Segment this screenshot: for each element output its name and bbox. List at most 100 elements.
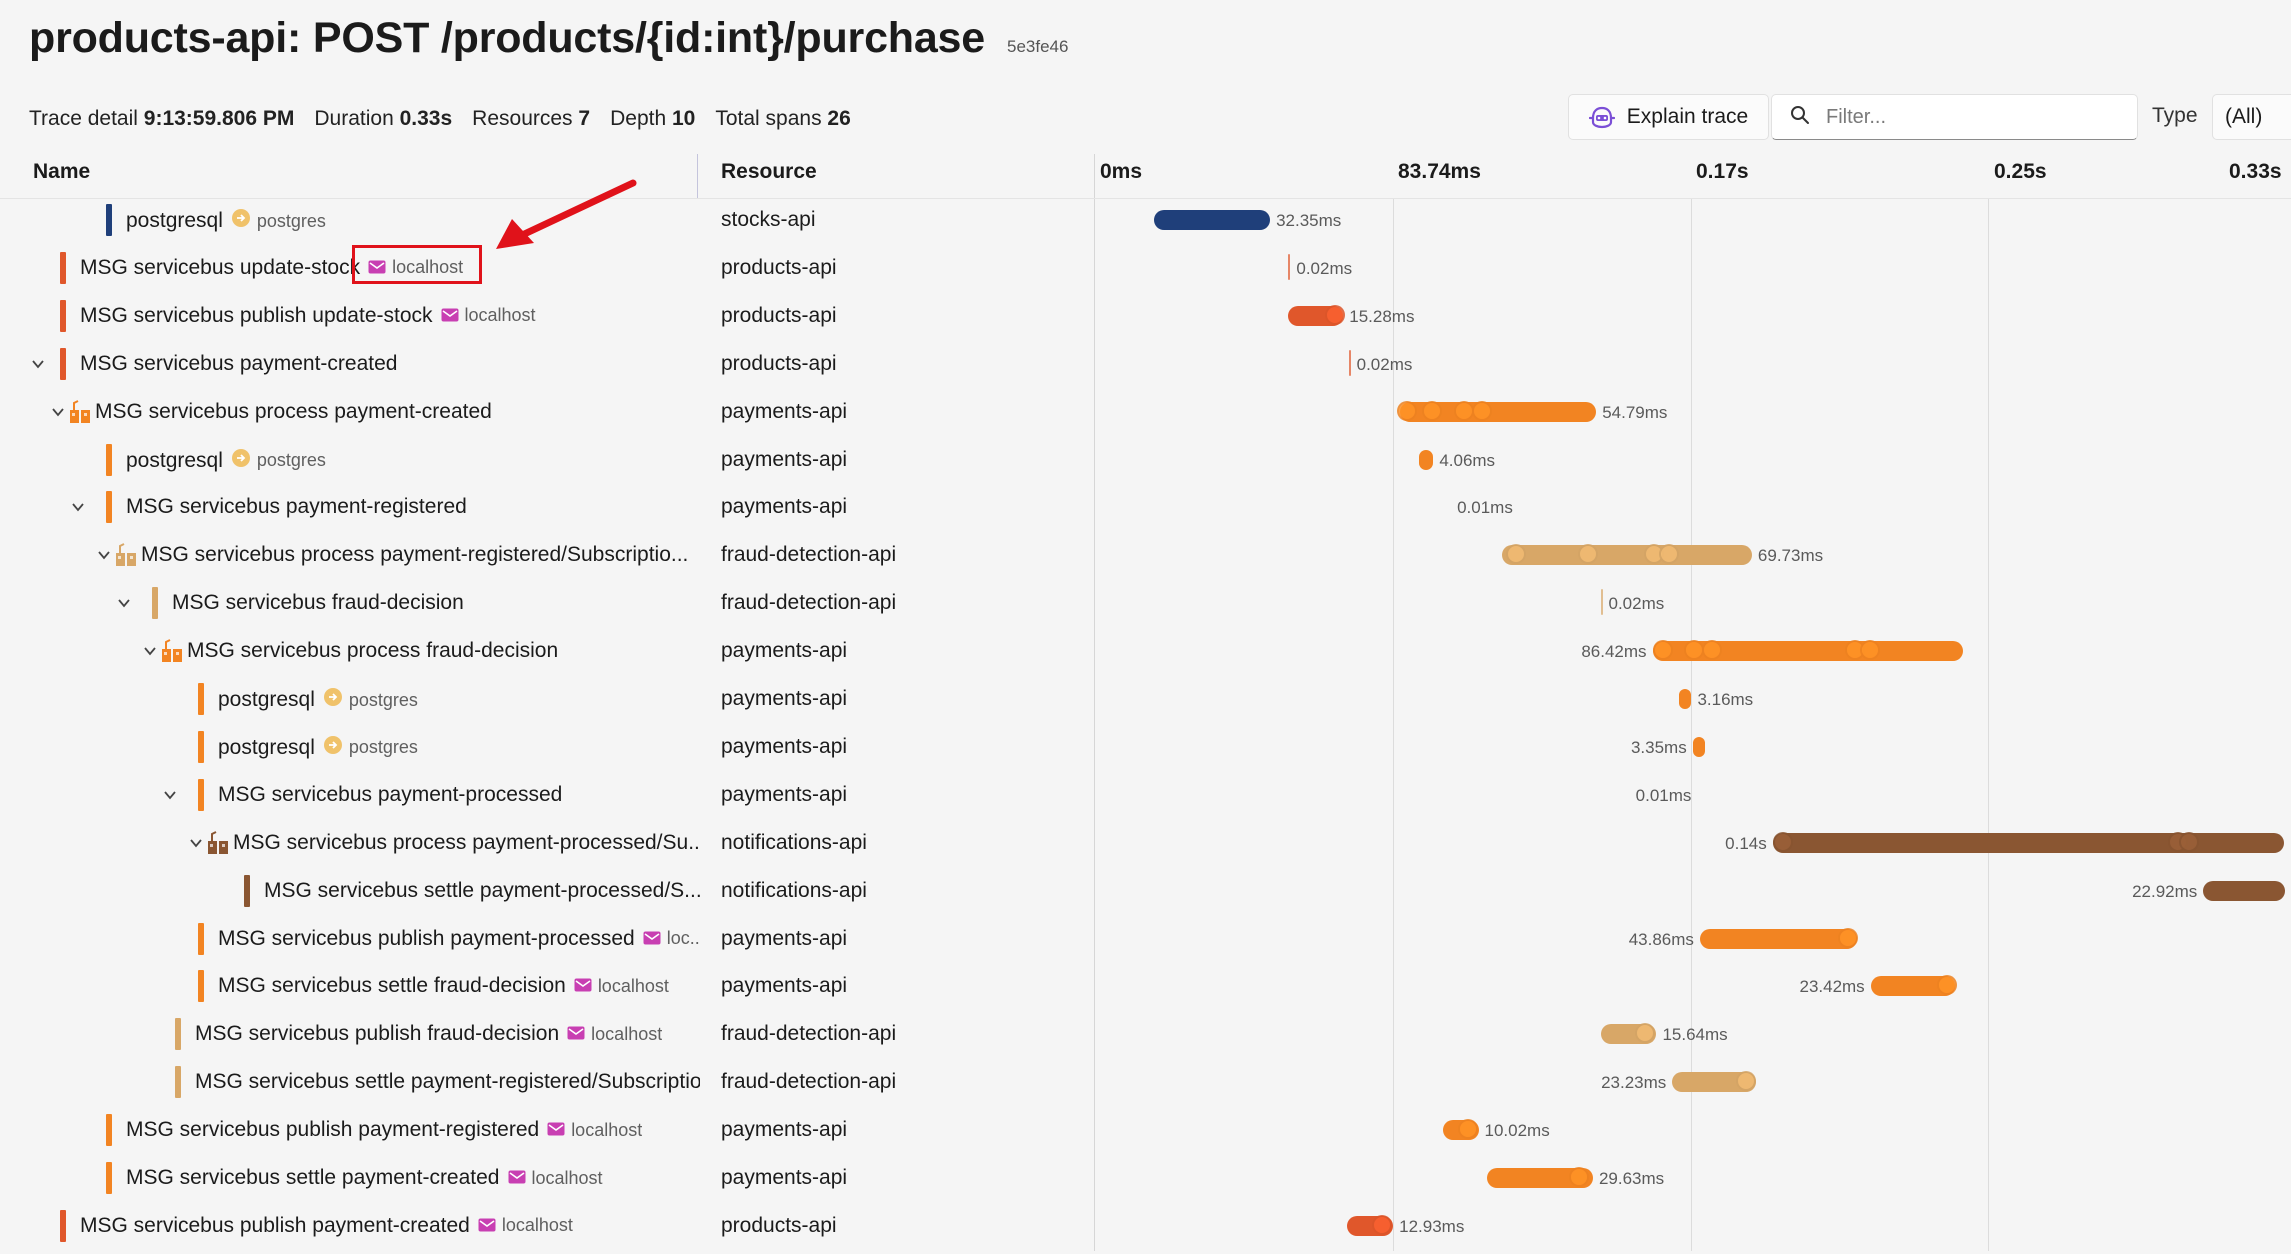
filter-input[interactable] <box>1824 104 2128 130</box>
span-name-cell: MSG servicebus settle fraud-decision loca… <box>218 974 669 998</box>
span-event-marker[interactable] <box>1653 640 1674 661</box>
span-duration-bar[interactable] <box>1399 401 1597 422</box>
span-duration-bar[interactable] <box>1672 1072 1756 1093</box>
span-kind-bar <box>106 1162 112 1194</box>
span-duration-label: 0.01ms <box>1457 498 1513 518</box>
span-name: MSG servicebus settle payment-created <box>126 1166 500 1189</box>
span-event-marker[interactable] <box>1701 640 1722 661</box>
span-event-marker[interactable] <box>1421 400 1442 421</box>
span-row[interactable]: MSG servicebus process payment-created pa… <box>0 392 2291 440</box>
span-event-marker[interactable] <box>1773 831 1794 852</box>
span-row[interactable]: MSG servicebus publish payment-processed… <box>0 919 2291 967</box>
span-duration-bar[interactable] <box>1699 928 1858 949</box>
span-event-marker[interactable] <box>1457 1119 1478 1140</box>
span-row[interactable]: MSG servicebus publish fraud-decision loc… <box>0 1014 2291 1062</box>
span-duration-bar[interactable] <box>1870 976 1955 997</box>
span-event-marker[interactable] <box>2178 831 2199 852</box>
span-row[interactable]: MSG servicebus process payment-registere… <box>0 535 2291 583</box>
chevron-down-icon[interactable] <box>70 499 86 515</box>
span-name-cell: MSG servicebus publish update-stock local… <box>80 304 536 328</box>
span-resource: fraud-detection-api <box>721 591 897 615</box>
chevron-down-icon[interactable] <box>142 643 158 659</box>
span-event-marker[interactable] <box>1936 975 1957 996</box>
process-icon <box>69 399 91 424</box>
chevron-down-icon[interactable] <box>162 787 178 803</box>
chevron-down-icon[interactable] <box>116 595 132 611</box>
peer-name: localhost <box>597 975 669 996</box>
envelope-icon <box>574 974 592 998</box>
span-event-marker[interactable] <box>1325 304 1345 325</box>
span-duration-bar[interactable] <box>1652 641 1963 662</box>
chevron-down-icon[interactable] <box>50 404 66 420</box>
span-row[interactable]: MSG servicebus payment-registered payment… <box>0 487 2291 535</box>
span-row[interactable]: postgresql postgres payments-api 4.06ms <box>0 440 2291 488</box>
span-name: MSG servicebus payment-created <box>80 351 398 375</box>
chevron-down-icon[interactable] <box>96 547 112 563</box>
chevron-down-icon[interactable] <box>188 835 204 851</box>
span-duration-bar[interactable] <box>1288 253 1291 280</box>
span-resource: payments-api <box>721 734 848 758</box>
span-duration-label: 10.02ms <box>1484 1121 1550 1141</box>
span-duration-bar[interactable] <box>1692 736 1705 757</box>
span-event-marker[interactable] <box>1568 1167 1589 1187</box>
span-resource: payments-api <box>721 782 848 806</box>
span-row[interactable]: MSG servicebus publish payment-registere… <box>0 1110 2291 1158</box>
span-kind-bar <box>106 204 112 236</box>
span-duration-bar[interactable] <box>1679 689 1692 709</box>
span-row[interactable]: MSG servicebus payment-created products-a… <box>0 344 2291 392</box>
span-row[interactable]: MSG servicebus process payment-processed… <box>0 823 2291 871</box>
span-resource: payments-api <box>721 1166 848 1189</box>
span-row[interactable]: MSG servicebus publish payment-created lo… <box>0 1206 2291 1254</box>
tick-label: 0.17s <box>1696 160 1749 183</box>
span-duration-bar[interactable] <box>2203 880 2286 901</box>
span-row[interactable]: MSG servicebus settle fraud-decision loca… <box>0 966 2291 1014</box>
span-event-marker[interactable] <box>1683 640 1704 661</box>
span-event-marker[interactable] <box>1506 544 1527 565</box>
span-row[interactable]: MSG servicebus process fraud-decision pay… <box>0 631 2291 679</box>
span-row[interactable]: MSG servicebus settle payment-registered… <box>0 1062 2291 1110</box>
span-resource: payments-api <box>721 399 848 423</box>
span-row[interactable]: MSG servicebus fraud-decision fraud-detec… <box>0 583 2291 631</box>
span-duration-bar[interactable] <box>1772 832 2284 853</box>
span-kind-bar <box>60 1209 66 1242</box>
span-row[interactable]: postgresql postgres payments-api 3.35ms <box>0 727 2291 775</box>
envelope-icon <box>547 1118 565 1142</box>
span-kind-bar <box>152 587 158 620</box>
duration-label: Duration <box>314 107 394 130</box>
span-row[interactable]: MSG servicebus update-stock localhost prod… <box>0 248 2291 296</box>
filter-box[interactable] <box>1771 94 2138 140</box>
span-event-marker[interactable] <box>1658 544 1679 565</box>
span-row[interactable]: postgresql postgres stocks-api 32.35ms <box>0 200 2291 248</box>
envelope-icon <box>478 1214 496 1238</box>
span-row[interactable]: MSG servicebus settle payment-created loc… <box>0 1158 2291 1206</box>
trace-detail-label: Trace detail <box>29 107 138 130</box>
span-event-marker[interactable] <box>1838 927 1859 948</box>
explain-trace-button[interactable]: Explain trace <box>1568 94 1769 140</box>
span-duration-bar[interactable] <box>1153 210 1271 230</box>
span-row[interactable]: MSG servicebus settle payment-processed/… <box>0 871 2291 919</box>
span-duration-bar[interactable] <box>1348 349 1351 376</box>
chevron-down-icon[interactable] <box>30 356 46 372</box>
span-event-marker[interactable] <box>1735 1071 1756 1092</box>
span-name: MSG servicebus publish update-stock <box>80 303 433 327</box>
span-row[interactable]: postgresql postgres payments-api 3.16ms <box>0 679 2291 727</box>
span-duration-bar[interactable] <box>1600 589 1603 616</box>
span-row[interactable]: MSG servicebus publish update-stock local… <box>0 296 2291 344</box>
span-duration-bar[interactable] <box>1501 545 1752 566</box>
summary-resources: Resources 7 <box>472 107 590 131</box>
span-name-cell: postgresql postgres <box>218 735 418 761</box>
span-duration-bar[interactable] <box>1418 449 1434 470</box>
span-row[interactable]: MSG servicebus payment-processed payments… <box>0 775 2291 823</box>
database-icon <box>323 735 343 761</box>
span-event-marker[interactable] <box>1371 1214 1392 1235</box>
type-select[interactable]: (All) <box>2212 94 2291 140</box>
span-event-marker[interactable] <box>1635 1023 1656 1044</box>
span-event-marker[interactable] <box>1859 640 1880 661</box>
span-duration-bar[interactable] <box>1486 1168 1593 1188</box>
span-event-marker[interactable] <box>1577 544 1598 565</box>
name-column-header[interactable]: Name <box>33 160 91 183</box>
span-event-marker[interactable] <box>1472 400 1493 421</box>
resource-column-header[interactable]: Resource <box>721 160 817 183</box>
column-resizer[interactable] <box>697 154 698 198</box>
span-event-marker[interactable] <box>1396 400 1417 421</box>
